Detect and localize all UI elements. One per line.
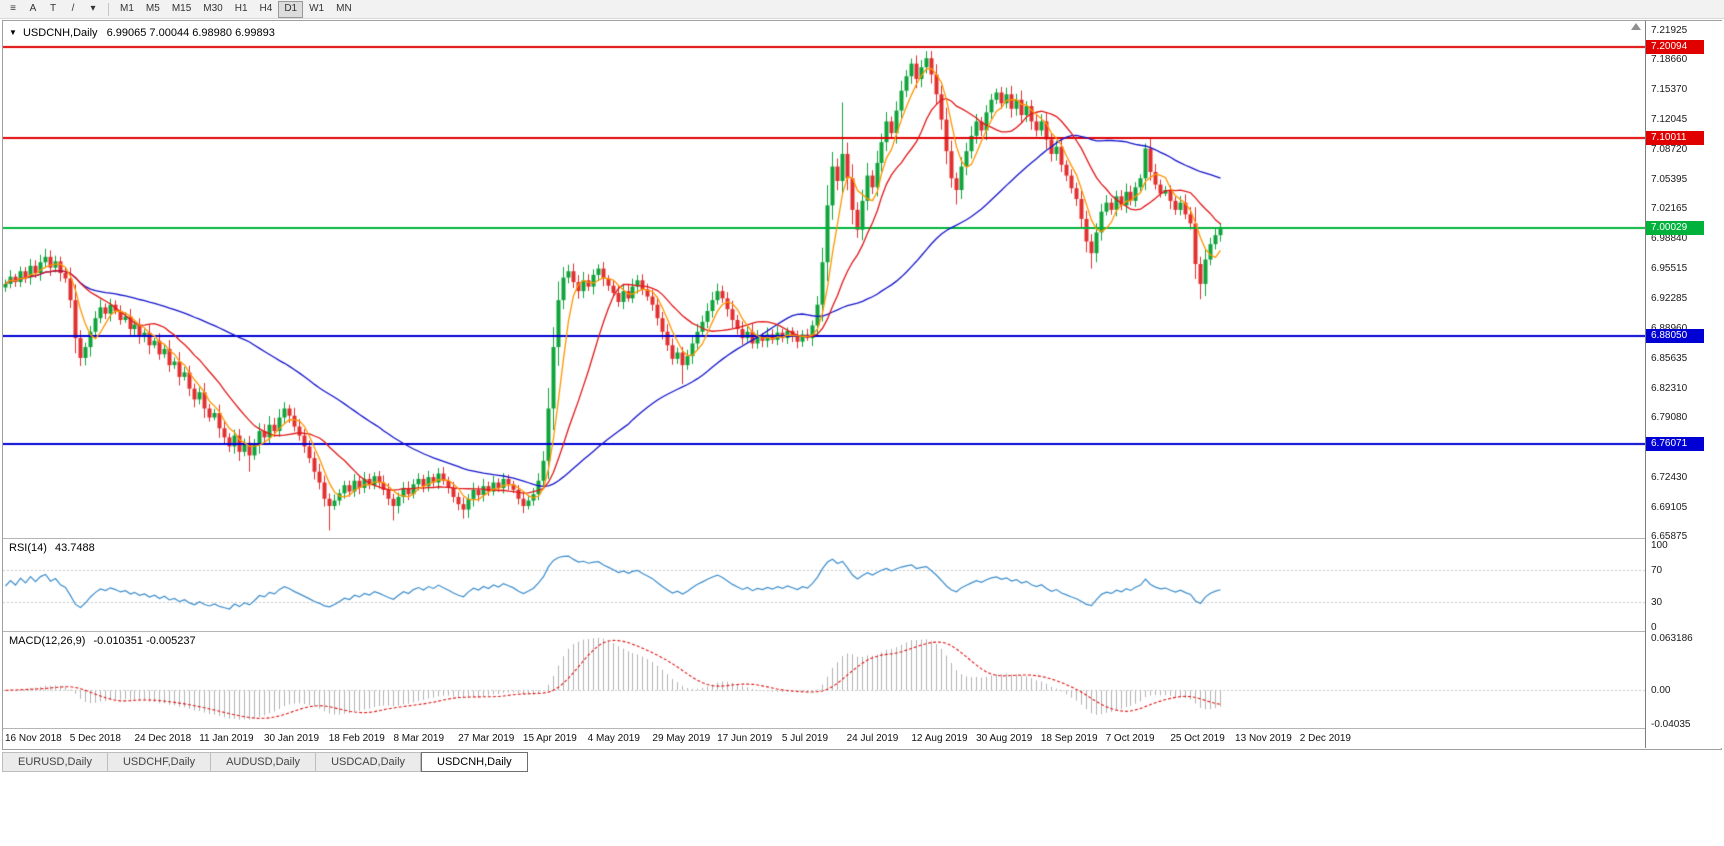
timeframe-h4-button[interactable]: H4: [259, 2, 273, 14]
price-tick-label: 7.21925: [1651, 25, 1688, 36]
chart-ohlc-header: ▼ USDCNH,Daily 6.99065 7.00044 6.98980 6…: [9, 27, 275, 39]
chart-shift-marker-icon[interactable]: [1631, 23, 1641, 30]
toolbar-separator: [108, 2, 109, 16]
current-price-line-price-box: 7.00029: [1646, 220, 1704, 235]
date-label: 13 Nov 2019: [1235, 733, 1292, 744]
price-tick-label: 6.98840: [1651, 233, 1688, 245]
rsi-tick-label: 100: [1651, 540, 1668, 551]
pane-separator-macd[interactable]: [3, 631, 1721, 632]
macd-indicator-label: MACD(12,26,9) -0.010351 -0.005237: [9, 635, 196, 647]
date-label: 2 Dec 2019: [1299, 733, 1351, 744]
date-label: 4 May 2019: [587, 733, 640, 744]
rsi-name: RSI(14): [9, 542, 47, 554]
price-tick-label: 6.82310: [1651, 382, 1688, 394]
timeframe-m1-button[interactable]: M1: [120, 2, 134, 14]
date-label: 18 Feb 2019: [328, 733, 385, 744]
chart-tab-usdchf[interactable]: USDCHF,Daily: [107, 752, 212, 772]
date-label: 5 Jul 2019: [781, 733, 829, 744]
pane-separator-rsi[interactable]: [3, 538, 1721, 539]
timeframe-w1-button[interactable]: W1: [309, 2, 325, 14]
chart-list-icon[interactable]: ≡: [10, 2, 16, 14]
price-tick-label: 6.95515: [1651, 263, 1688, 275]
resistance-line-price-box: 7.20094: [1646, 39, 1704, 54]
timeframe-h1-button[interactable]: H1: [234, 2, 248, 14]
date-label: 18 Sep 2019: [1040, 733, 1098, 744]
date-label: 25 Oct 2019: [1170, 733, 1225, 744]
chart-tab-usdcnh[interactable]: USDCNH,Daily: [421, 752, 528, 772]
resistance-line-price-box: 7.10011: [1646, 130, 1704, 145]
support-line-price-box: 6.76071: [1646, 436, 1704, 451]
top-toolbar: ≡ A T / ▾ M1 M5 M15 M30 H1 H4 D1 W1 MN: [0, 0, 1724, 19]
tool-dropdown-caret-icon[interactable]: ▾: [90, 2, 96, 14]
price-tick-label: 7.12045: [1651, 114, 1688, 126]
timeframe-m30-button[interactable]: M30: [203, 2, 223, 14]
rsi-tick-label: 70: [1651, 564, 1663, 576]
rsi-current-value: 43.7488: [54, 542, 95, 554]
date-label: 11 Jan 2019: [199, 733, 254, 744]
macd-current-values: -0.010351 -0.005237: [93, 635, 196, 647]
chart-tab-eurusd[interactable]: EURUSD,Daily: [2, 752, 108, 772]
date-label: 15 Apr 2019: [522, 733, 577, 744]
price-tick-label: 7.08720: [1651, 144, 1688, 156]
macd-tick-label: 0.063186: [1651, 633, 1693, 645]
chart-collapse-icon[interactable]: ▼: [9, 28, 17, 37]
price-pane-canvas[interactable]: [3, 21, 1645, 538]
price-tick-label: 6.92285: [1651, 292, 1688, 304]
rsi-pane-canvas[interactable]: [3, 539, 1645, 631]
price-tick-label: 6.65875: [1651, 531, 1688, 542]
price-tick-label: 7.15370: [1651, 84, 1688, 96]
price-tick-label: 7.18660: [1651, 54, 1688, 66]
date-label: 8 Mar 2019: [393, 733, 445, 744]
trendline-tool-button[interactable]: /: [71, 2, 75, 14]
annotation-a-button[interactable]: A: [29, 2, 37, 14]
rsi-indicator-label: RSI(14) 43.7488: [9, 542, 95, 554]
date-label: 7 Oct 2019: [1105, 733, 1155, 744]
rsi-tick-label: 30: [1651, 597, 1663, 609]
date-label: 30 Jan 2019: [263, 733, 320, 744]
chart-symbol-label: USDCNH,Daily: [22, 27, 98, 39]
price-tick-label: 7.05395: [1651, 174, 1688, 186]
chart-window-usdcnh: ▼ USDCNH,Daily 6.99065 7.00044 6.98980 6…: [2, 20, 1722, 750]
macd-tick-label: 0.00: [1651, 685, 1671, 697]
date-label: 24 Dec 2018: [134, 733, 192, 744]
price-tick-label: 6.88960: [1651, 323, 1687, 334]
chart-ohlc-values: 6.99065 7.00044 6.98980 6.99893: [106, 27, 275, 39]
timeframe-mn-button[interactable]: MN: [336, 2, 352, 14]
price-tick-label: 6.72430: [1651, 471, 1688, 483]
date-label: 17 Jun 2019: [717, 733, 773, 744]
price-tick-label: 7.02165: [1651, 203, 1688, 215]
chart-tab-bar: EURUSD,Daily USDCHF,Daily AUDUSD,Daily USDC…: [2, 752, 528, 773]
date-label: 27 Mar 2019: [458, 733, 515, 744]
annotation-t-button[interactable]: T: [49, 2, 57, 14]
date-label: 12 Aug 2019: [911, 733, 968, 744]
date-label: 29 May 2019: [652, 733, 711, 744]
support-line-price-box: 6.88050: [1646, 328, 1704, 343]
chart-tab-audusd[interactable]: AUDUSD,Daily: [211, 752, 317, 772]
macd-tick-label: -0.04035: [1651, 718, 1691, 730]
date-label: 30 Aug 2019: [976, 733, 1033, 744]
rsi-tick-label: 0: [1651, 622, 1657, 633]
date-label: 24 Jul 2019: [846, 733, 899, 744]
price-tick-label: 6.69105: [1651, 501, 1688, 513]
price-axis[interactable]: 7.21925 7.18660 7.15370 7.12045 7.08720 7.053…: [1645, 21, 1722, 748]
timeframe-d1-button[interactable]: D1: [278, 0, 304, 18]
timeframe-m5-button[interactable]: M5: [145, 2, 160, 14]
time-axis-separator: [3, 728, 1721, 729]
timeframe-m15-button[interactable]: M15: [171, 2, 192, 14]
time-axis[interactable]: 16 Nov 2018 5 Dec 2018 24 Dec 2018 11 Jan 2…: [3, 729, 1645, 748]
date-label: 16 Nov 2018: [5, 733, 62, 744]
chart-tab-usdcad[interactable]: USDCAD,Daily: [316, 752, 422, 772]
macd-name: MACD(12,26,9): [9, 635, 86, 647]
date-label: 5 Dec 2018: [69, 733, 121, 744]
price-tick-label: 6.79080: [1651, 411, 1688, 423]
macd-pane-canvas[interactable]: [3, 632, 1645, 728]
price-tick-label: 6.85635: [1651, 352, 1688, 364]
